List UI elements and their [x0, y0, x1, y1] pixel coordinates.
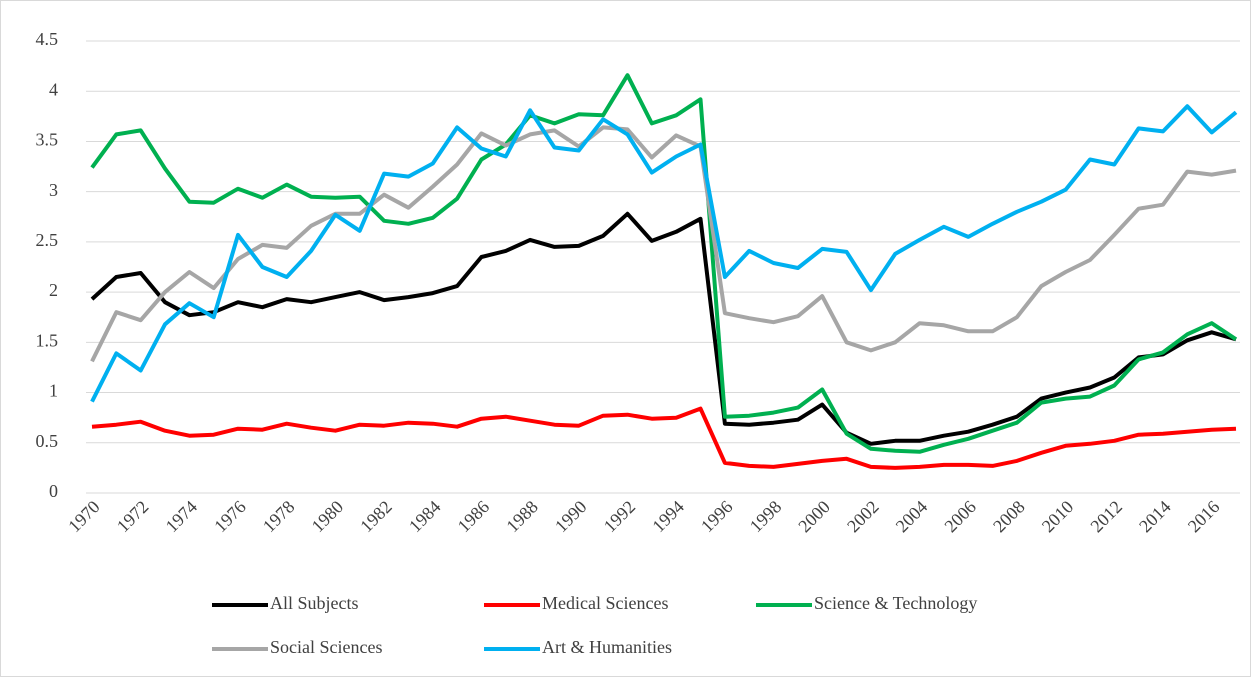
- y-tick-label: 1: [49, 381, 58, 401]
- y-tick-label: 4: [49, 79, 58, 99]
- y-tick-label: 2: [49, 280, 58, 300]
- legend-label: Medical Sciences: [542, 593, 668, 613]
- y-tick-label: 0: [49, 481, 58, 501]
- series-line: [90, 125, 1237, 363]
- legend-label: All Subjects: [270, 593, 359, 613]
- y-tick-label: 2.5: [36, 230, 59, 250]
- series-line: [90, 73, 1238, 454]
- series-line: [90, 211, 1237, 446]
- series-line: [91, 406, 1237, 470]
- legend-label: Science & Technology: [814, 593, 977, 613]
- y-tick-label: 4.5: [36, 29, 59, 49]
- y-tick-label: 3: [49, 180, 58, 200]
- y-tick-label: 1.5: [36, 330, 59, 350]
- series-line: [90, 104, 1238, 403]
- legend-label: Art & Humanities: [542, 637, 672, 657]
- y-tick-label: 3.5: [36, 130, 59, 150]
- legend-label: Social Sciences: [270, 637, 382, 657]
- y-tick-label: 0.5: [36, 431, 59, 451]
